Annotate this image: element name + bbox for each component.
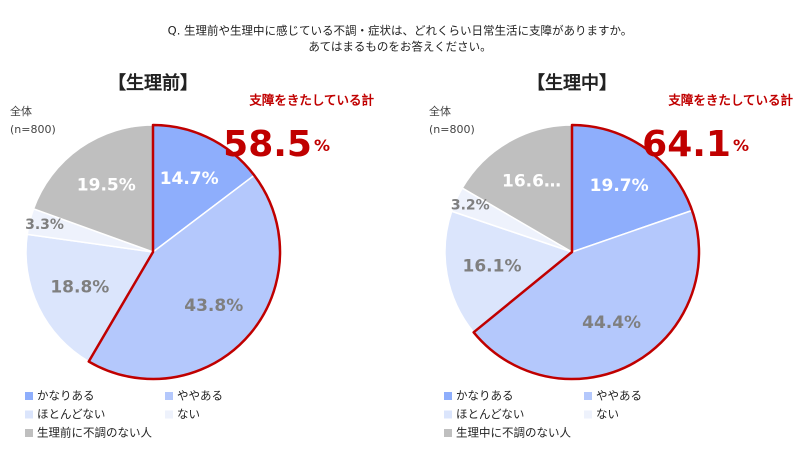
value-label: 14.7%	[160, 169, 219, 189]
highlight-unit: %	[314, 136, 330, 155]
pie-slice	[32, 124, 154, 254]
highlight-unit: %	[733, 136, 749, 155]
legend-label: ほとんどない	[37, 407, 105, 421]
legend-swatch	[25, 392, 33, 400]
question-line: Q. 生理前や生理中に感じている不調・症状は、どれくらい日常生活に支障があります…	[168, 24, 633, 38]
highlight-value: 58.5	[223, 124, 312, 165]
pie-slice	[461, 124, 573, 254]
legend-swatch	[25, 410, 33, 419]
highlight-outline	[472, 123, 701, 381]
highlight-outline	[87, 123, 282, 381]
legend-swatch	[444, 410, 452, 419]
chart-title: 【生理中】	[527, 72, 617, 94]
chart-title: 【生理前】	[108, 72, 198, 94]
sample-size: 全体	[10, 104, 32, 118]
legend-label: ない	[177, 407, 200, 421]
pie-slice	[25, 233, 155, 363]
value-label: 19.7%	[590, 176, 649, 196]
legend-label: 生理前に不調のない人	[37, 426, 152, 440]
legend-label: かなりある	[37, 389, 95, 403]
highlight-label: 支障をきたしている計	[667, 93, 793, 108]
value-label: 16.6…	[502, 172, 561, 192]
legend-label: ほとんどない	[456, 407, 524, 421]
highlight-label: 支障をきたしている計	[248, 93, 374, 108]
legend-swatch	[25, 429, 33, 437]
legend-label: ない	[596, 407, 619, 421]
value-label: 44.4%	[582, 313, 641, 333]
value-label: 16.1%	[463, 256, 522, 276]
sample-size: 全体	[429, 104, 451, 118]
value-label: 18.8%	[50, 277, 109, 297]
legend-swatch	[584, 392, 592, 400]
highlight-total: 64.1%	[642, 124, 749, 165]
highlight-total: 58.5%	[223, 124, 330, 165]
sample-size: (n=800)	[429, 123, 475, 136]
value-label: 43.8%	[184, 296, 243, 316]
value-label: 19.5%	[77, 175, 136, 195]
legend-label: 生理中に不調のない人	[456, 426, 571, 440]
highlight-value: 64.1	[642, 124, 731, 165]
value-label: 3.2%	[451, 198, 490, 214]
legend-swatch	[444, 392, 452, 400]
legend-swatch	[444, 429, 452, 437]
question-line: あてはまるものをお答えください。	[308, 40, 491, 54]
sample-size: (n=800)	[10, 123, 56, 136]
legend-label: かなりある	[456, 389, 514, 403]
value-label: 3.3%	[25, 217, 64, 233]
legend-swatch	[584, 410, 592, 419]
legend-label: ややある	[596, 389, 642, 403]
legend-swatch	[165, 410, 173, 419]
legend-label: ややある	[177, 389, 223, 403]
legend-swatch	[165, 392, 173, 400]
